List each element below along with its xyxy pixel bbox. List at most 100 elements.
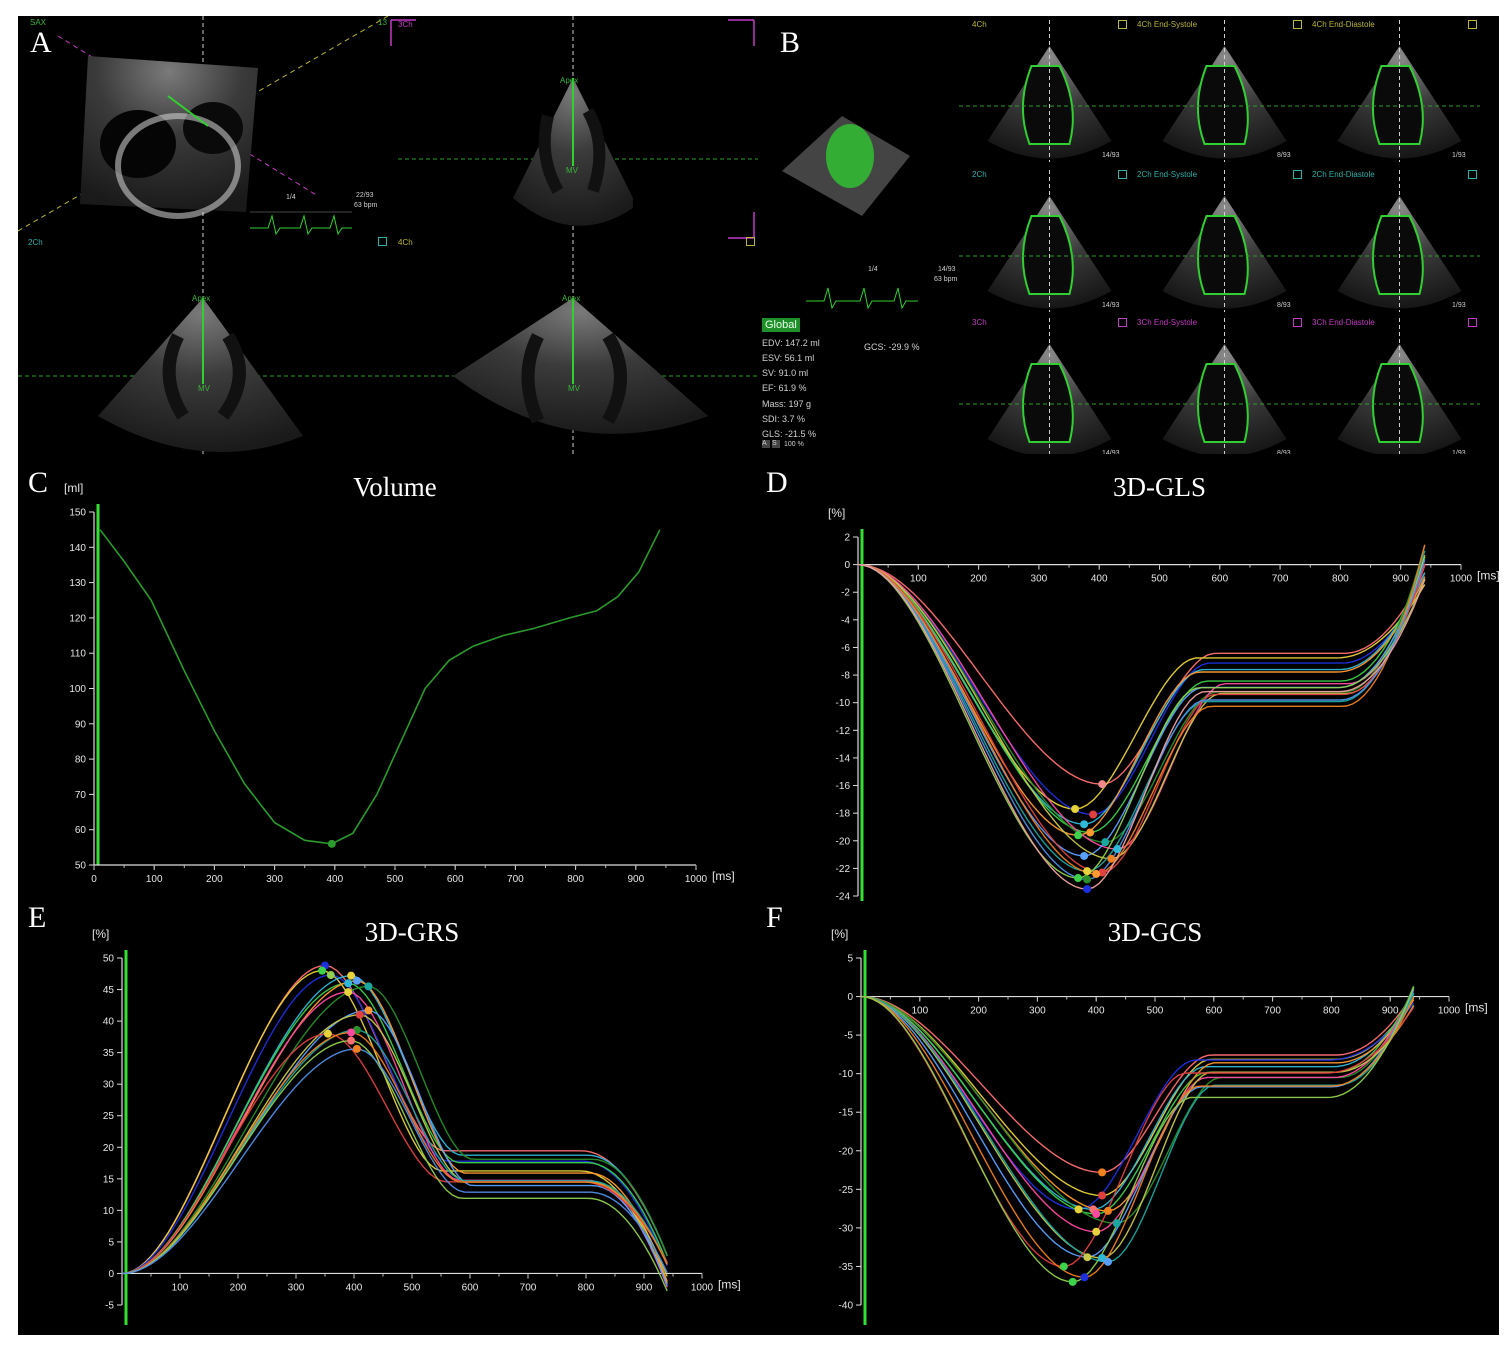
y-tick-label: -35 [839, 1262, 854, 1273]
frame-index-a: 1/4 [286, 194, 296, 201]
segment-curve [121, 985, 668, 1275]
y-tick-label: 120 [69, 613, 86, 624]
y-tick-label: 25 [103, 1111, 115, 1122]
peak-marker [1107, 854, 1116, 863]
view-label: 3Ch End-Systole [1137, 318, 1198, 327]
panel-letter-d: D [766, 466, 788, 499]
chart-title: 3D-GRS [365, 917, 460, 947]
lv-contour [1197, 215, 1249, 295]
peak-marker [1092, 1227, 1101, 1236]
apical-echo-bottom-left [98, 298, 303, 452]
y-tick-label: -25 [839, 1185, 854, 1196]
peak-marker [347, 1036, 356, 1045]
peak-marker [1080, 820, 1089, 829]
peak-marker [1092, 1210, 1101, 1219]
peak-marker [1103, 1206, 1112, 1215]
panel-letter-b: B [780, 26, 801, 59]
frame-counter-b: 14/93 [938, 266, 956, 273]
x-tick-label: 900 [1392, 574, 1409, 585]
peak-marker [1113, 845, 1122, 854]
segment-curve [857, 544, 1426, 875]
x-tick-label: 400 [1088, 1006, 1105, 1017]
peak-marker [1083, 867, 1092, 876]
peak-marker [347, 1028, 356, 1037]
echo-view-3ch [959, 318, 1130, 454]
zoom-button-s[interactable]: S [772, 440, 780, 448]
peak-marker [1080, 851, 1089, 860]
y-tick-label: 0 [108, 1269, 114, 1280]
x-tick-label: 900 [1382, 1006, 1399, 1017]
x-tick-label: 300 [1029, 1006, 1046, 1017]
segment-curve [121, 980, 668, 1282]
x-tick-label: 600 [447, 874, 464, 885]
peak-marker [1098, 780, 1107, 789]
y-tick-label: -5 [105, 1301, 114, 1312]
peak-marker [1074, 874, 1083, 883]
lv-contour [1022, 363, 1074, 443]
y-tick-label: 2 [844, 533, 850, 544]
peak-marker [318, 966, 327, 975]
y-tick-label: -2 [841, 588, 850, 599]
segment-curve [121, 964, 668, 1275]
y-tick-label: 15 [103, 1174, 115, 1185]
stat-mass: Mass: 197 g [762, 399, 812, 409]
echo-view-4ch [959, 20, 1130, 162]
zoom-level: 100 % [784, 441, 804, 448]
apex-label-1: Apex [560, 76, 579, 85]
y-tick-label: -6 [841, 643, 850, 654]
x-tick-label: 500 [404, 1282, 421, 1293]
y-tick-label: -18 [836, 809, 851, 820]
peak-marker [1098, 1191, 1107, 1200]
lv-contour [1197, 363, 1249, 443]
y-tick-label: 60 [75, 825, 87, 836]
peak-marker [364, 982, 373, 991]
segment-curve [857, 563, 1426, 857]
view-label-2ch: 2Ch [28, 238, 43, 247]
frame-index-b: 1/4 [868, 266, 878, 273]
y-tick-label: 0 [844, 560, 850, 571]
segment-curve [860, 995, 1415, 1259]
x-tick-label: 300 [266, 874, 283, 885]
x-tick-label: 0 [91, 874, 97, 885]
y-tick-label: -15 [839, 1108, 854, 1119]
strain-curves [121, 964, 668, 1292]
x-tick-label: 400 [326, 874, 343, 885]
y-tick-label: -14 [836, 753, 851, 764]
segment-curve [860, 995, 1415, 1278]
view-frame-counter: 14/93 [1102, 152, 1120, 159]
panel-a: A SAX 3Ch 13 2Ch 4Ch Apex Apex Apex MV M… [18, 16, 758, 454]
echo-view-3ch-end-diastole [1309, 318, 1480, 454]
segment-curve [860, 992, 1415, 1263]
min-volume-marker [327, 839, 336, 848]
view-marker [1468, 20, 1477, 29]
y-tick-label: 150 [69, 508, 86, 519]
panel-letter-a: A [30, 26, 52, 59]
x-unit-label: [ms] [1477, 569, 1499, 583]
peak-marker [1080, 1273, 1089, 1282]
view-marker [1293, 20, 1302, 29]
x-tick-label: 700 [507, 874, 524, 885]
stat-gls: GLS: -21.5 % [762, 429, 817, 439]
zoom-button-a[interactable]: A [762, 440, 770, 448]
peak-marker [1086, 828, 1095, 837]
y-unit-label: [ml] [64, 481, 83, 495]
lv-3d-model [782, 116, 910, 216]
view-frame-counter: 14/93 [1102, 302, 1120, 309]
view-label-num: 13 [378, 18, 387, 27]
strain-curves [860, 985, 1415, 1283]
y-tick-label: 40 [103, 1017, 115, 1028]
y-tick-label: -16 [836, 781, 851, 792]
view-frame-counter: 8/93 [1277, 152, 1291, 159]
volume-chart: Volume 50 60 70 80 90 100 110 120 130 140 150 0 100 20… [64, 472, 735, 885]
apical-echo-bottom-right [453, 298, 708, 434]
lv-contour [1022, 215, 1074, 295]
panel-b: B 4Ch 14/93 4Ch End-Systole 8/93 4Ch End-Dia… [762, 16, 1499, 454]
y-tick-label: 20 [103, 1143, 115, 1154]
segment-curve [857, 563, 1426, 879]
x-tick-label: 800 [567, 874, 584, 885]
ecg-strip-b [806, 287, 918, 310]
x-unit-label: [ms] [712, 869, 735, 883]
heart-rate-b: 63 bpm [934, 276, 958, 283]
peak-marker [355, 1010, 364, 1019]
peak-marker [1074, 1205, 1083, 1214]
